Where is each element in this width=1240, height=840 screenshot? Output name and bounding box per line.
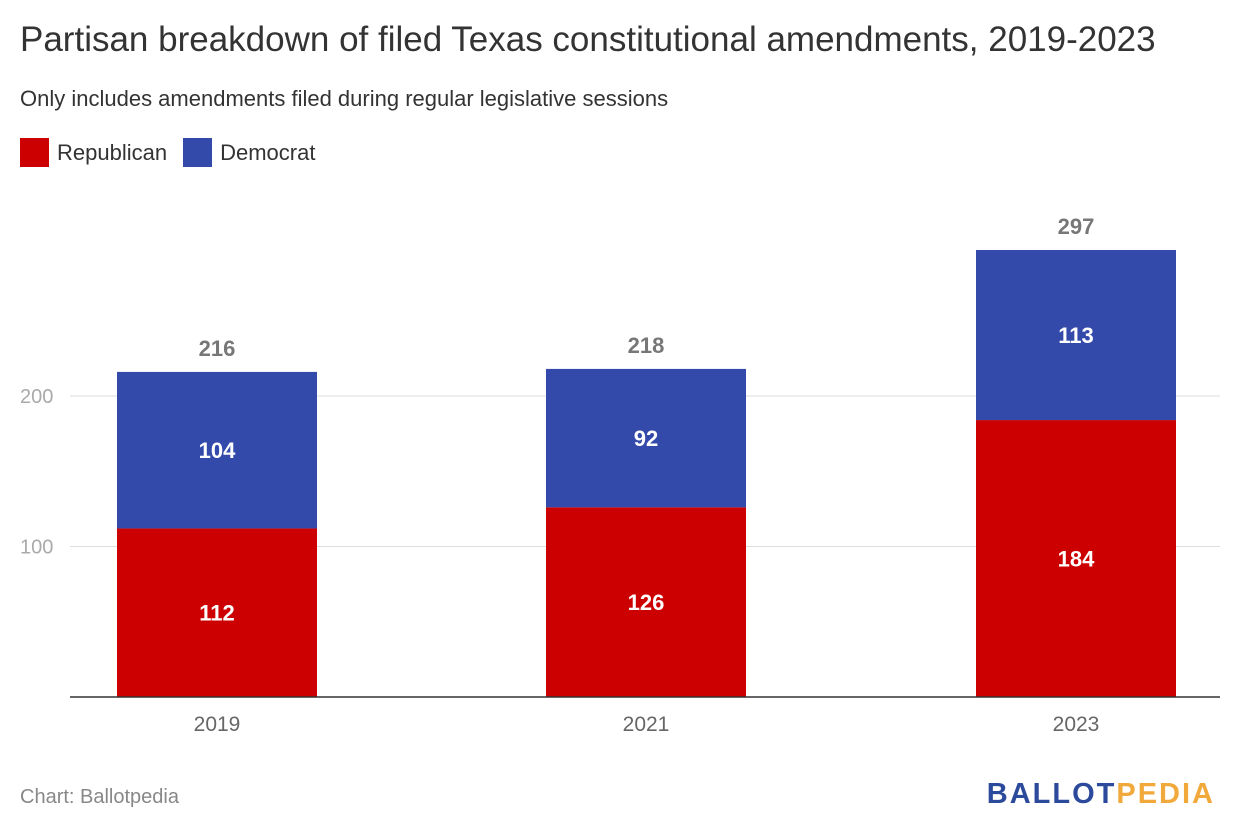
chart-title: Partisan breakdown of filed Texas consti…	[20, 20, 1156, 59]
bar-republican-2021	[546, 507, 746, 697]
legend-label-democrat: Democrat	[220, 139, 316, 165]
total-label: 218	[628, 333, 665, 358]
chart-legend: Republican Democrat	[20, 138, 331, 167]
ballotpedia-logo: BALLOTPEDIA	[987, 778, 1215, 811]
legend-item-democrat: Democrat	[183, 138, 315, 167]
x-tick-label: 2023	[1053, 713, 1100, 736]
bar-democrat-2021	[546, 368, 746, 508]
legend-swatch-republican	[20, 138, 49, 167]
data-label: 104	[199, 438, 236, 463]
logo-text-pedia: PEDIA	[1116, 778, 1215, 810]
data-label: 112	[199, 601, 235, 626]
bar-republican-2019	[117, 528, 317, 697]
y-tick-label: 200	[20, 386, 53, 408]
legend-item-republican: Republican	[20, 138, 167, 167]
data-label: 92	[634, 426, 658, 451]
data-label: 113	[1058, 323, 1094, 348]
total-label: 216	[199, 336, 236, 361]
y-tick-label: 100	[20, 537, 53, 559]
total-label: 297	[1058, 214, 1095, 239]
bar-democrat-2023	[976, 250, 1176, 421]
logo-text-ballot: BALLOT	[986, 778, 1117, 810]
x-tick-label: 2021	[623, 713, 670, 736]
data-label: 184	[1058, 547, 1095, 572]
chart-source: Chart: Ballotpedia	[20, 786, 179, 808]
data-label: 126	[628, 590, 665, 615]
bar-democrat-2019	[117, 371, 317, 529]
legend-label-republican: Republican	[57, 139, 168, 165]
legend-swatch-democrat	[183, 138, 213, 167]
x-tick-label: 2019	[194, 713, 241, 736]
chart-subtitle: Only includes amendments filed during re…	[20, 86, 669, 111]
bar-republican-2023	[976, 420, 1176, 697]
